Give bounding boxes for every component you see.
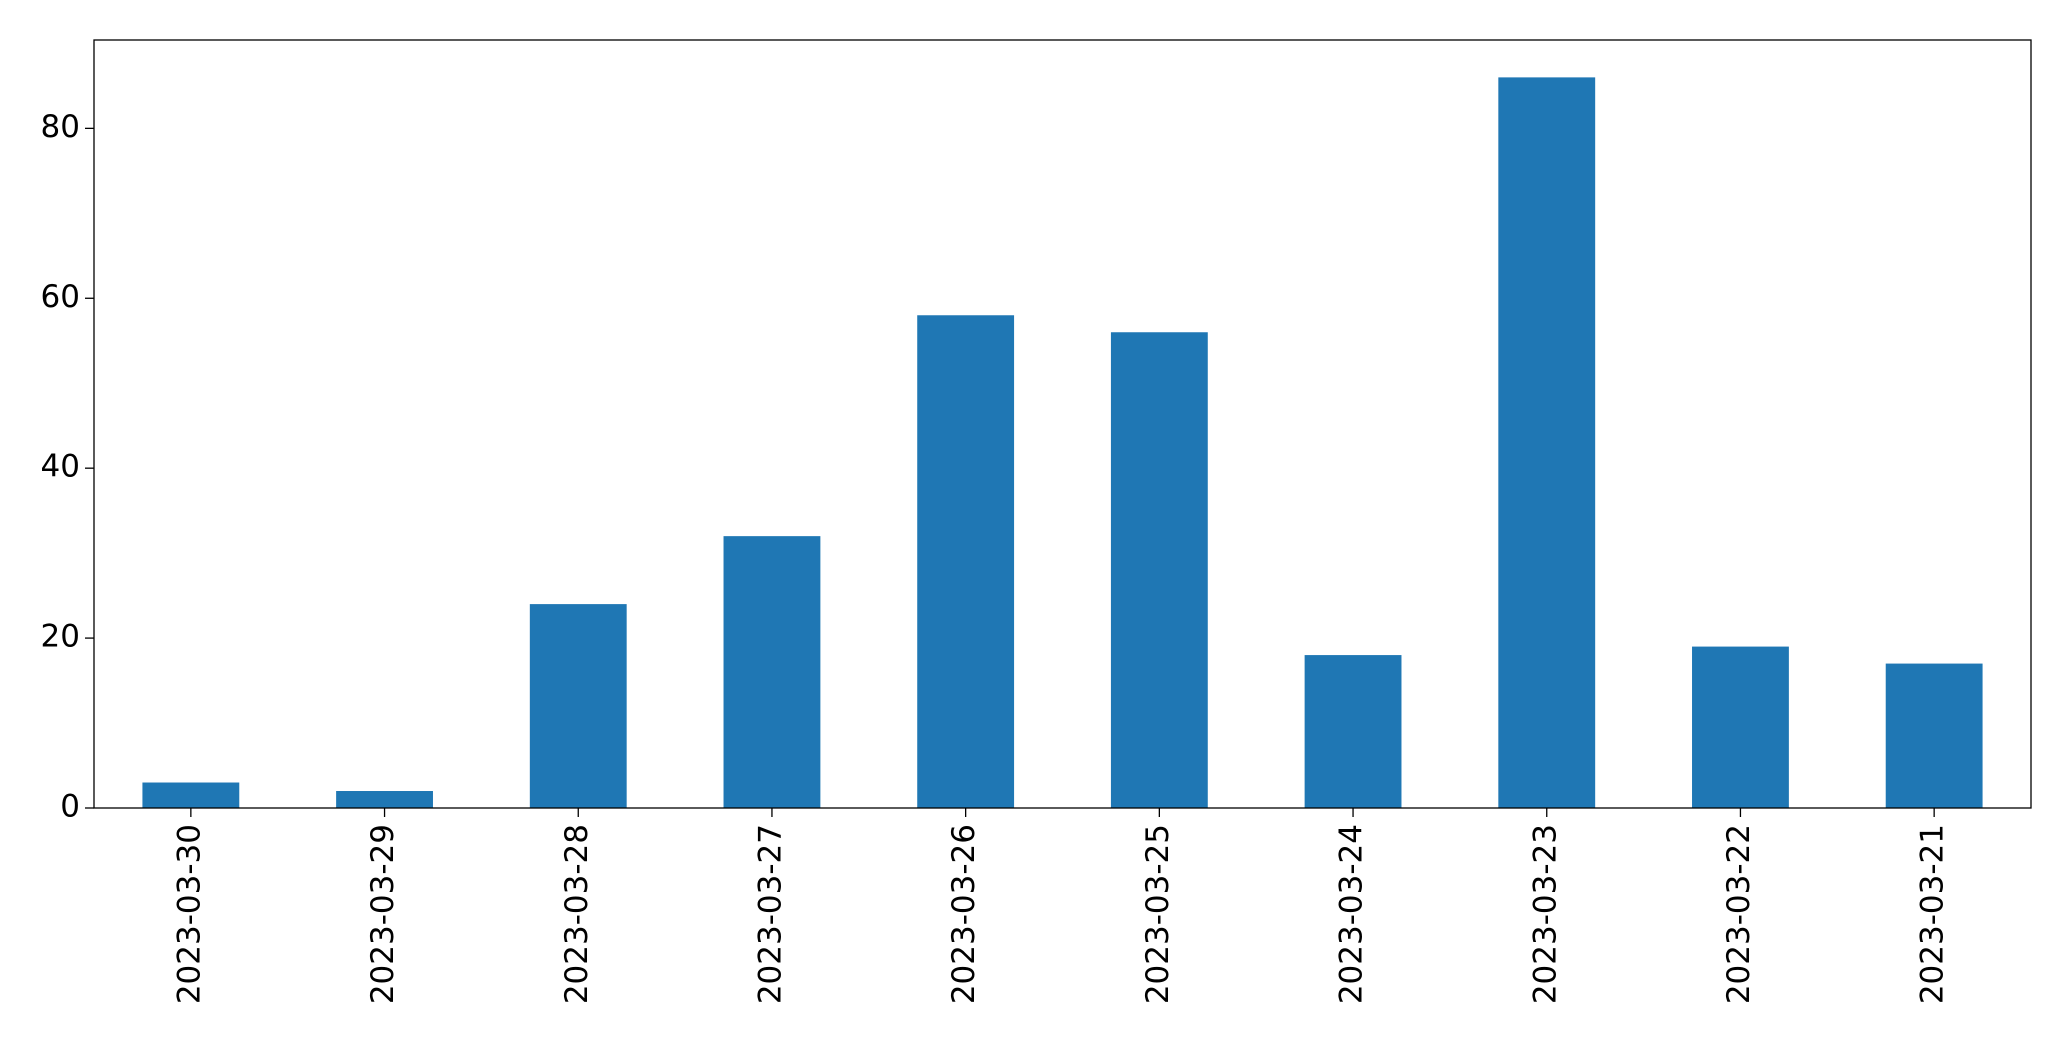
x-tick-label: 2023-03-27	[752, 824, 788, 1004]
y-tick-label: 40	[41, 449, 80, 485]
x-tick-label: 2023-03-29	[365, 824, 401, 1004]
x-tick-label: 2023-03-25	[1140, 824, 1176, 1004]
y-tick-label: 60	[41, 279, 80, 315]
bar	[1692, 646, 1789, 808]
x-tick-label: 2023-03-30	[171, 824, 207, 1004]
x-tick-label: 2023-03-28	[559, 824, 595, 1004]
bar	[336, 791, 433, 808]
x-tick-label: 2023-03-22	[1721, 824, 1757, 1004]
bar	[1498, 77, 1596, 808]
y-tick-label: 0	[60, 789, 80, 825]
x-tick-label: 2023-03-26	[946, 824, 982, 1004]
bar	[723, 536, 821, 808]
y-tick-label: 80	[41, 109, 80, 145]
bar	[917, 315, 1015, 808]
x-tick-label: 2023-03-24	[1334, 824, 1370, 1004]
x-tick-label: 2023-03-21	[1915, 824, 1951, 1004]
bar	[529, 604, 627, 808]
bar	[1304, 655, 1402, 808]
y-tick-label: 20	[41, 619, 80, 655]
bar	[1885, 663, 1983, 808]
x-tick-label: 2023-03-23	[1527, 824, 1563, 1004]
bar	[1110, 332, 1208, 808]
plot-frame	[93, 39, 2032, 809]
bar	[142, 782, 240, 808]
